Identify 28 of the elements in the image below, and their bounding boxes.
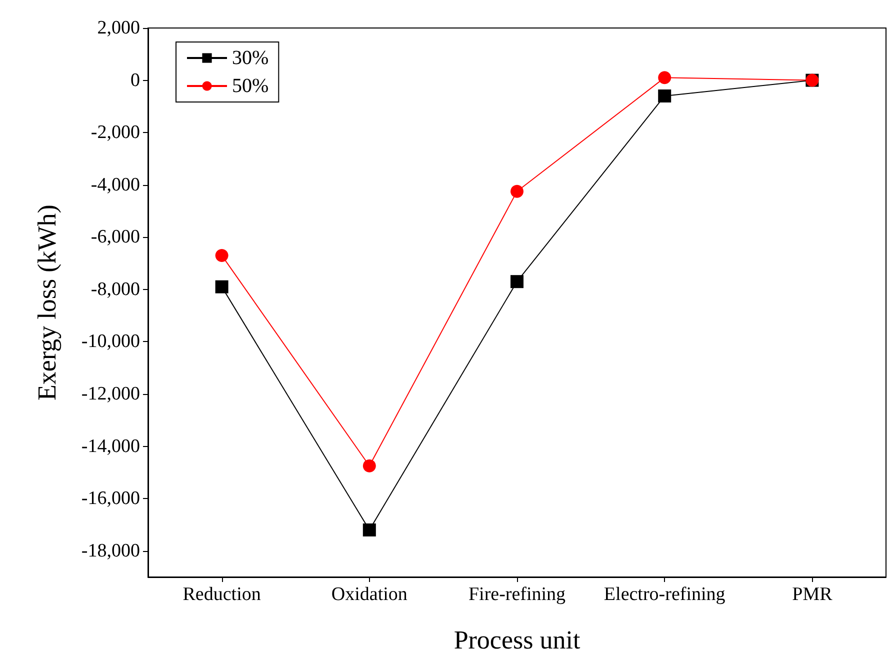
y-tick-label: -16,000 <box>81 488 140 510</box>
x-tick-label: Oxidation <box>331 584 408 605</box>
point <box>658 71 672 84</box>
y-tick-label: -12,000 <box>81 384 140 404</box>
y-axis-title: Exergy loss (kWh) <box>32 204 62 400</box>
point <box>215 280 228 294</box>
point <box>510 184 524 198</box>
x-tick-label: Fire-refining <box>468 584 566 605</box>
x-tick-label: PMR <box>792 584 833 605</box>
y-tick-label: -8,000 <box>90 278 140 300</box>
y-tick-label: -2,000 <box>90 122 140 144</box>
point <box>362 459 376 472</box>
point <box>658 89 672 102</box>
point <box>510 275 524 288</box>
y-tick-label: -6,000 <box>90 226 140 248</box>
y-tick-label: 2,000 <box>97 18 140 38</box>
y-tick-label: -4,000 <box>90 174 140 196</box>
x-tick-label: Electro-refining <box>604 584 726 605</box>
x-axis-title: Process unit <box>454 626 581 654</box>
y-tick-label: -10,000 <box>81 331 140 352</box>
legend-label: 50% <box>232 75 269 97</box>
legend-label: 30% <box>232 47 269 69</box>
point <box>215 248 228 262</box>
point <box>362 523 376 536</box>
x-tick-label: Reduction <box>182 584 262 605</box>
y-tick-label: -14,000 <box>81 436 140 457</box>
y-tick-label: 0 <box>130 70 140 91</box>
y-tick-label: -18,000 <box>81 540 140 562</box>
